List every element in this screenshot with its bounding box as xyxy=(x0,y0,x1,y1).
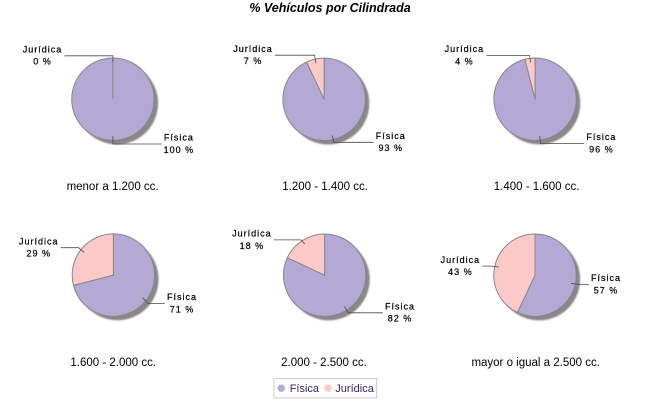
svg-text:% Vehículos por Cilindrada: % Vehículos por Cilindrada xyxy=(249,1,410,15)
svg-text:Física: Física xyxy=(290,383,320,395)
svg-text:1.400 - 1.600 cc.: 1.400 - 1.600 cc. xyxy=(494,181,580,193)
svg-text:2.000 - 2.500 cc.: 2.000 - 2.500 cc. xyxy=(281,357,367,369)
svg-text:mayor o igual a 2.500 cc.: mayor o igual a 2.500 cc. xyxy=(471,357,600,369)
svg-text:Jurídica: Jurídica xyxy=(335,383,374,395)
svg-text:1.600 - 2.000 cc.: 1.600 - 2.000 cc. xyxy=(70,357,156,369)
svg-text:1.200 - 1.400 cc.: 1.200 - 1.400 cc. xyxy=(282,181,368,193)
svg-text:menor a 1.200 cc.: menor a 1.200 cc. xyxy=(67,181,159,193)
